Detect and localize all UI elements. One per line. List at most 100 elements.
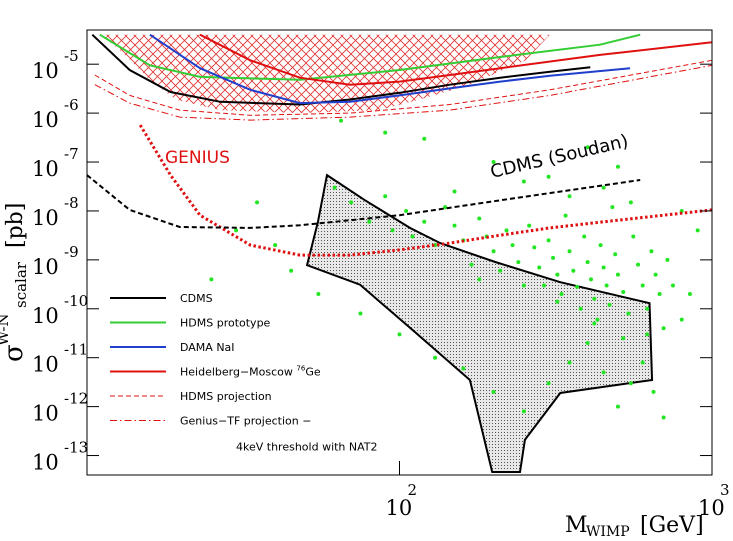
scatter-point	[567, 360, 572, 365]
scatter-point	[567, 249, 572, 254]
y-tick-exponent: -12	[64, 390, 88, 408]
curve	[94, 64, 712, 121]
y-tick-label: 10	[32, 255, 59, 279]
legend-label: Heidelberg−Moscow 76Ge	[180, 365, 321, 379]
legend-sup: 76	[296, 365, 305, 373]
scatter-point	[670, 283, 675, 288]
scatter-point	[588, 277, 593, 282]
scatter-point	[422, 219, 427, 224]
scatter-point	[273, 243, 278, 248]
scatter-point	[367, 219, 372, 224]
scatter-point	[491, 249, 496, 254]
x-label-unit: [GeV]	[640, 513, 704, 538]
scatter-point	[461, 366, 466, 371]
y-tick-label: 10	[32, 451, 59, 475]
curve-label: GENIUS	[165, 148, 230, 168]
scatter-point	[383, 130, 388, 135]
scatter-point	[621, 336, 626, 341]
y-tick-exponent: -11	[64, 341, 88, 359]
scatter-point	[546, 381, 551, 386]
scatter-point	[452, 189, 457, 194]
legend-name: CDMS	[180, 292, 213, 305]
scatter-point	[358, 311, 363, 316]
scatter-point	[585, 340, 590, 345]
scatter-point	[645, 306, 650, 311]
scatter-point	[339, 118, 344, 123]
legend: CDMS HDMS prototype DAMA NaI Heidelberg−Mos…	[110, 292, 378, 454]
y-tick-label: 10	[32, 402, 59, 426]
scatter-point	[521, 283, 526, 288]
scatter-point	[582, 234, 587, 239]
scatter-point	[661, 415, 666, 420]
curve-label: CDMS (Soudan)	[488, 131, 630, 183]
y-label-unit: [pb]	[3, 203, 28, 248]
scatter-point	[607, 302, 612, 307]
scatter-point	[443, 205, 448, 210]
scatter-point	[592, 296, 597, 301]
scatter-point	[695, 228, 700, 233]
legend-name: HDMS prototype	[180, 317, 271, 330]
x-tick-label: 10	[386, 496, 413, 520]
scatter-point	[527, 223, 532, 228]
curve	[138, 124, 712, 257]
scatter-point	[316, 292, 321, 297]
y-label-sup: W-N	[0, 313, 12, 346]
scatter-point	[567, 194, 572, 199]
scatter-point	[645, 332, 650, 337]
y-tick-exponent: -13	[64, 439, 88, 457]
x-tick-exponent: 3	[720, 481, 730, 499]
curves	[87, 33, 712, 257]
scatter-point	[687, 292, 692, 297]
scatter-point	[665, 257, 670, 262]
legend-label: HDMS projection	[180, 390, 272, 403]
scatter-point	[491, 389, 496, 394]
scatter-point	[516, 260, 521, 265]
scatter-point	[626, 311, 631, 316]
scatter-point	[640, 283, 645, 288]
scatter-point	[390, 228, 395, 233]
scatter-point	[504, 228, 509, 233]
curve	[149, 33, 631, 105]
scatter-point	[537, 265, 542, 270]
scatter-point	[615, 272, 620, 277]
scatter-point	[601, 370, 606, 375]
scatter-point	[575, 284, 580, 289]
scatter-point	[585, 145, 590, 150]
scatter-point	[657, 292, 662, 297]
scatter-point	[349, 200, 354, 205]
scatter-point	[521, 179, 526, 184]
curve	[94, 59, 712, 116]
scatter-point	[410, 234, 415, 239]
legend-name: DAMA NaI	[180, 341, 235, 354]
scatter-point	[559, 292, 564, 297]
legend-name: Heidelberg−Moscow	[180, 366, 296, 379]
legend-suffix: Ge	[305, 366, 321, 379]
scatter-point	[615, 404, 620, 409]
scatter-point	[332, 185, 337, 190]
scatter-point	[595, 317, 600, 322]
scatter-point	[452, 223, 457, 228]
scatter-point	[615, 164, 620, 169]
scatter-point	[571, 268, 576, 273]
scatter-point	[546, 238, 551, 243]
scatter-point	[628, 200, 633, 205]
scatter-point	[510, 243, 515, 248]
scatter-point	[563, 213, 568, 218]
scatter-point	[585, 260, 590, 265]
scatter-point	[546, 174, 551, 179]
x-axis-label: M WIMP [GeV]	[565, 513, 704, 540]
scatter-point	[289, 268, 294, 273]
scatter-point	[397, 332, 402, 337]
legend-label: CDMS	[180, 292, 213, 305]
scatter-point	[653, 272, 658, 277]
scatter-point	[601, 185, 606, 190]
scatter-point	[551, 255, 556, 260]
curve	[87, 174, 641, 229]
scatter-point	[604, 283, 609, 288]
scatter-point	[383, 194, 388, 199]
y-label-sub: scalar	[12, 261, 30, 308]
regions	[99, 34, 654, 474]
scatter-point	[541, 283, 546, 288]
y-tick-exponent: -8	[64, 194, 79, 212]
